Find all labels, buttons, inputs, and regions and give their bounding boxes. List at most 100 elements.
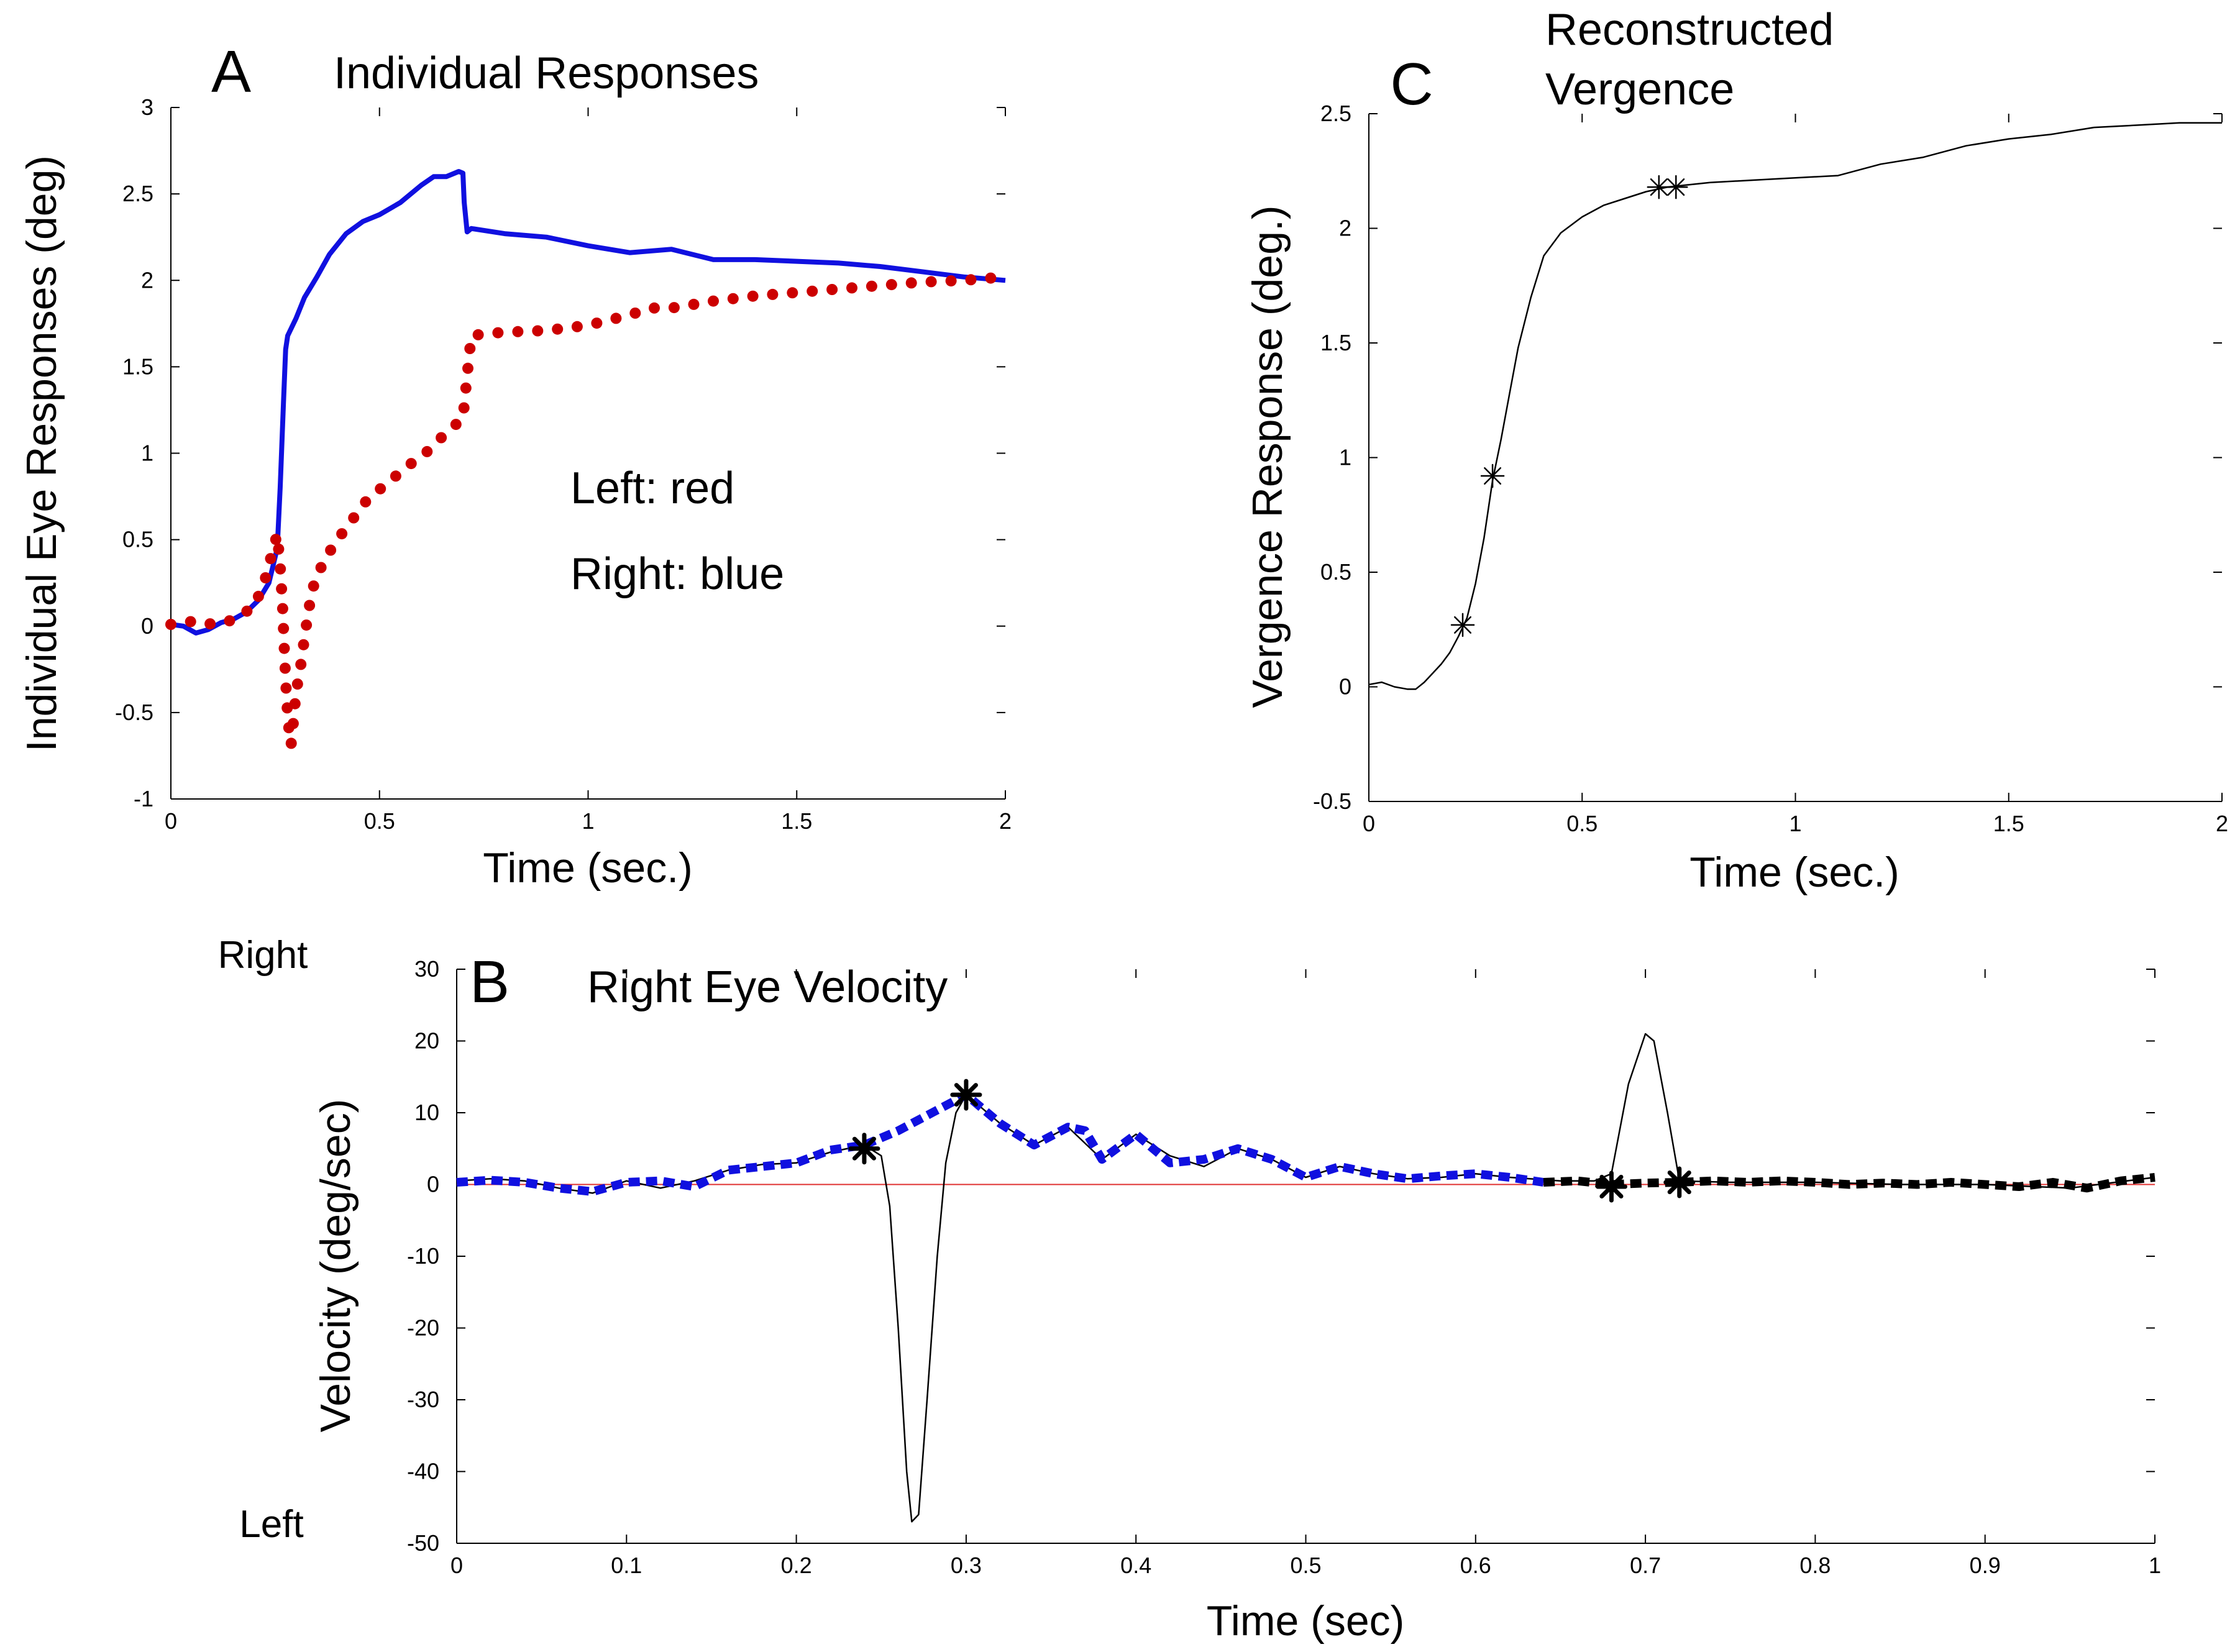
panel-title: Individual Responses (334, 48, 759, 98)
x-tick-label: 0.5 (364, 808, 395, 834)
data-point (668, 302, 680, 314)
data-point (289, 698, 301, 710)
x-tick-label: 0.1 (611, 1553, 642, 1578)
asterisk-marker (1450, 613, 1475, 637)
data-point (291, 678, 303, 690)
data-point (285, 737, 297, 749)
y-tick-label: 3 (141, 94, 153, 120)
data-point (787, 287, 798, 299)
data-point (460, 382, 472, 394)
data-point (846, 282, 857, 294)
data-point (301, 619, 313, 631)
y-tick-label: 2.5 (122, 181, 153, 206)
data-point (273, 543, 285, 555)
x-axis-title: Time (sec) (1207, 1597, 1405, 1645)
asterisk-marker-stroke (1484, 467, 1502, 485)
y-tick-label: 0 (1339, 674, 1351, 700)
x-tick-label: 0.3 (951, 1553, 982, 1578)
data-point (450, 419, 462, 431)
data-point (571, 321, 583, 332)
asterisk-marker-stroke (1667, 178, 1685, 196)
panel-b-right-eye-velocity: -50 -40 -30 -20 -10 0 10 20 30 0 0.1 0.2 0.3 0.4 0.5 0.… (218, 934, 2161, 1645)
panel-title: Reconstructed (1545, 5, 1834, 55)
y-tick-label: -0.5 (1313, 788, 1351, 814)
series-line (456, 1033, 2155, 1523)
series-line (1543, 1173, 2155, 1193)
series-filtered-velocity-blue- (456, 1090, 1545, 1196)
y-axis-title: Vergence Response (deg.) (1244, 206, 1291, 708)
y-axis-title: Velocity (deg/sec) (312, 1099, 359, 1433)
data-point (727, 293, 739, 304)
x-axis-title: Time (sec.) (483, 844, 692, 892)
x-tick-label: 0.5 (1290, 1553, 1321, 1578)
data-point (885, 279, 897, 291)
y-tick-label: 2.5 (1320, 101, 1351, 126)
asterisk-marker-stroke (852, 1136, 876, 1161)
data-point (965, 274, 977, 286)
x-axis-title: Time (sec.) (1689, 849, 1899, 896)
panel-letter: A (211, 39, 251, 105)
data-point (295, 659, 307, 670)
asterisk-marker (950, 1079, 982, 1111)
panel-title-line2: Vergence (1545, 65, 1734, 114)
x-tick-label: 0.8 (1799, 1553, 1831, 1578)
data-point (275, 563, 286, 575)
data-point (866, 280, 877, 292)
data-point (458, 402, 470, 414)
x-tick-label: 0.6 (1460, 1553, 1491, 1578)
data-point (252, 590, 264, 602)
direction-label: Left (239, 1503, 303, 1546)
data-point (375, 483, 386, 495)
series-vergence (1368, 122, 2222, 690)
x-tick-label: 1 (2149, 1553, 2161, 1578)
data-point (360, 496, 372, 508)
data-point (421, 445, 433, 457)
asterisk-marker-stroke (1667, 1170, 1691, 1195)
data-point (985, 272, 997, 284)
data-point (270, 534, 281, 545)
y-tick-label: 0.5 (122, 527, 153, 552)
data-point (265, 553, 277, 565)
data-point (552, 323, 564, 335)
data-point (348, 512, 360, 524)
series-raw-velocity (456, 1033, 2155, 1523)
y-tick-label: 1.5 (1320, 330, 1351, 355)
y-tick-label: 20 (414, 1028, 439, 1054)
data-point (925, 276, 937, 288)
data-point (298, 639, 309, 650)
data-point (260, 572, 272, 583)
panel-title: Right Eye Velocity (587, 962, 948, 1012)
x-tick-label: 1 (582, 808, 594, 834)
x-tick-label: 0.4 (1120, 1553, 1151, 1578)
data-point (308, 580, 319, 592)
data-point (649, 302, 660, 314)
y-tick-label: 1.5 (122, 354, 153, 379)
data-point (277, 603, 288, 614)
data-point (278, 623, 290, 634)
asterisk-marker-stroke (1599, 1174, 1624, 1199)
asterisk-marker-stroke (954, 1083, 978, 1107)
asterisk-marker (848, 1133, 880, 1165)
series-filtered-velocity-black- (1543, 1173, 2155, 1193)
panel-letter: B (470, 949, 510, 1015)
y-tick-label: -40 (407, 1459, 439, 1484)
direction-label: Right (218, 934, 308, 977)
x-tick-label: 0.9 (1970, 1553, 2001, 1578)
data-point (279, 662, 291, 674)
y-tick-label: -0.5 (115, 700, 153, 725)
data-point (905, 277, 917, 289)
y-tick-label: 30 (414, 956, 439, 982)
data-point (629, 308, 641, 319)
data-point (688, 298, 700, 310)
data-point (464, 343, 476, 354)
asterisk-marker-stroke (1454, 616, 1472, 634)
panel-letter: C (1390, 51, 1433, 117)
data-point (945, 275, 957, 287)
y-tick-label: 1 (141, 440, 153, 466)
legend-annotation: Left: red (570, 463, 734, 513)
x-tick-label: 0 (1363, 811, 1375, 836)
y-tick-label: -30 (407, 1387, 439, 1412)
data-point (224, 615, 235, 627)
y-tick-label: -10 (407, 1243, 439, 1269)
